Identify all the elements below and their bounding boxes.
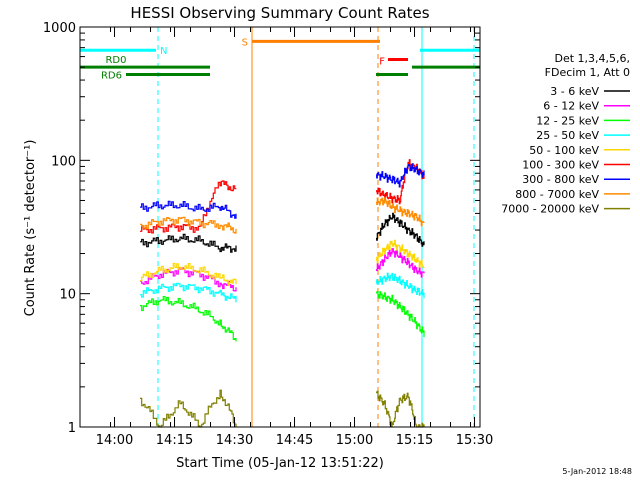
series-line-6-segment-1	[376, 163, 425, 188]
x-tick-label-6: 15:30	[456, 433, 493, 448]
flag-label-rd0: RD0	[105, 55, 126, 66]
series-line-7-segment-0	[140, 216, 237, 234]
series-line-3-segment-0	[140, 282, 237, 303]
x-tick-label-2: 14:30	[216, 433, 253, 448]
date-stamp: 5-Jan-2012 18:48	[562, 467, 632, 476]
x-tick-label-0: 14:00	[96, 433, 133, 448]
series-line-8-segment-1	[376, 390, 425, 428]
legend-header-line-2: FDecim 1, Att 0	[545, 66, 630, 79]
legend-label-8: 7000 - 20000 keV	[501, 203, 599, 216]
axes: 1 10 100 1000 14:00 14:15 14:30 14:45 15:00 15:15…	[43, 21, 493, 448]
x-tick-label-1: 14:15	[156, 433, 193, 448]
series-line-8-segment-0	[140, 389, 237, 428]
series-line-7-segment-1	[376, 197, 425, 227]
legend-label-3: 25 - 50 keV	[536, 129, 599, 142]
legend-label-4: 50 - 100 keV	[529, 144, 599, 157]
legend-label-0: 3 - 6 keV	[550, 85, 599, 98]
flag-label-n: N	[160, 46, 167, 57]
series-line-0-segment-1	[376, 212, 425, 247]
y-tick-label-2: 100	[51, 154, 76, 169]
plot-area: N RD0 RD6 S F	[80, 27, 480, 428]
y-tick-label-3: 1000	[43, 21, 76, 36]
plot-frame	[79, 26, 481, 428]
flag-label-s: S	[242, 37, 248, 48]
series-line-4-segment-0	[140, 262, 237, 286]
y-tick-label-1: 10	[59, 288, 76, 303]
chart-title: HESSI Observing Summary Count Rates	[130, 4, 429, 22]
y-tick-label-0: 1	[68, 421, 76, 436]
series-line-5-segment-0	[140, 180, 237, 234]
legend-label-6: 300 - 800 keV	[522, 173, 599, 186]
x-tick-label-5: 15:15	[396, 433, 433, 448]
series-line-3-segment-1	[376, 272, 425, 299]
series-line-1-segment-1	[376, 248, 425, 278]
series-line-2-segment-1	[376, 290, 425, 338]
series-line-0-segment-0	[140, 233, 237, 253]
legend-label-5: 100 - 300 keV	[522, 159, 599, 172]
legend-label-7: 800 - 7000 keV	[515, 188, 599, 201]
legend-label-2: 12 - 25 keV	[536, 114, 599, 127]
y-axis-label: Count Rate (s⁻¹ detector⁻¹)	[23, 140, 38, 317]
series-line-4-segment-1	[376, 239, 425, 269]
x-tick-label-3: 14:45	[276, 433, 313, 448]
flag-label-rd6: RD6	[101, 71, 122, 82]
x-tick-label-4: 15:00	[336, 433, 373, 448]
series-line-6-segment-0	[140, 200, 237, 219]
flag-label-f: F	[379, 57, 385, 68]
series-line-1-segment-0	[140, 267, 237, 292]
series-line-2-segment-0	[140, 296, 237, 342]
legend-label-1: 6 - 12 keV	[543, 100, 599, 113]
legend-header-line-1: Det 1,3,4,5,6,	[554, 52, 630, 65]
x-axis-label: Start Time (05-Jan-12 13:51:22)	[176, 456, 384, 471]
